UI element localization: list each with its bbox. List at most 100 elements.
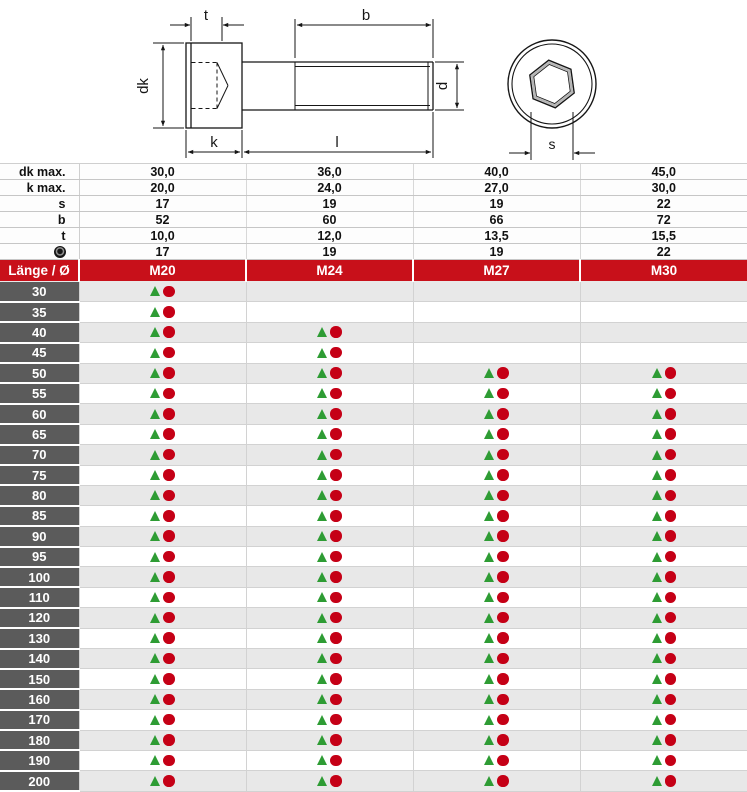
availability-indicators <box>484 734 509 746</box>
spec-value: 30,0 <box>78 163 246 180</box>
length-row-header: 200 <box>0 770 79 792</box>
availability-indicators <box>484 550 509 563</box>
triangle-indicator-icon <box>484 408 495 419</box>
circle-indicator-icon <box>163 326 175 338</box>
circle-indicator-icon <box>163 530 175 542</box>
length-row: 35 <box>0 301 747 324</box>
spec-value: 27,0 <box>412 179 580 196</box>
length-row: 95 <box>0 546 747 568</box>
circle-indicator-icon <box>163 571 175 583</box>
circle-indicator-icon <box>497 408 509 420</box>
circle-indicator-icon <box>664 652 676 665</box>
spec-value: 10,0 <box>78 227 246 244</box>
circle-indicator-icon <box>330 367 342 379</box>
availability-cell <box>245 526 413 548</box>
circle-indicator-icon <box>497 734 509 746</box>
spec-value: 24,0 <box>245 179 413 196</box>
circle-indicator-icon <box>664 713 676 726</box>
availability-cell <box>412 709 580 731</box>
availability-indicators <box>317 469 342 481</box>
availability-cell <box>579 607 747 629</box>
dim-label-t: t <box>204 7 209 24</box>
length-row-header: 190 <box>0 750 79 772</box>
availability-cell <box>579 709 747 731</box>
triangle-indicator-icon <box>651 510 662 521</box>
circle-indicator-icon <box>497 469 509 481</box>
triangle-indicator-icon <box>317 408 328 419</box>
triangle-indicator-icon <box>150 449 161 460</box>
availability-indicators <box>484 713 509 726</box>
availability-cell <box>579 628 747 650</box>
availability-cell <box>78 770 246 792</box>
circle-indicator-icon <box>163 754 175 767</box>
triangle-indicator-icon <box>651 388 662 399</box>
length-row-header: 65 <box>0 424 79 446</box>
availability-cell <box>78 546 246 568</box>
length-row-header: 120 <box>0 607 79 630</box>
triangle-indicator-icon <box>484 429 495 440</box>
availability-cell <box>245 485 413 507</box>
triangle-indicator-icon <box>651 633 662 644</box>
triangle-indicator-icon <box>150 755 161 766</box>
length-row: 90 <box>0 526 747 548</box>
dim-dk <box>153 42 184 129</box>
dim-label-d: d <box>434 82 451 90</box>
availability-indicators <box>484 673 509 685</box>
circle-indicator-icon <box>664 448 676 461</box>
circle-indicator-icon <box>664 775 676 787</box>
circle-indicator-icon <box>497 367 509 379</box>
availability-cell <box>579 403 747 425</box>
availability-indicators <box>484 571 509 583</box>
spec-value: 30,0 <box>579 179 747 196</box>
length-row: 190 <box>0 750 747 772</box>
circle-indicator-icon <box>664 591 676 604</box>
triangle-indicator-icon <box>317 673 328 684</box>
length-row-header: 150 <box>0 668 79 691</box>
triangle-indicator-icon <box>317 633 328 644</box>
availability-cell <box>78 566 246 588</box>
length-row: 50 <box>0 363 747 385</box>
length-row-header: 180 <box>0 730 79 752</box>
availability-indicators <box>651 713 676 726</box>
spec-value: 13,5 <box>412 227 580 244</box>
size-header-row: Länge / Ø M20 M24 M27 M30 <box>0 259 747 282</box>
availability-indicators <box>317 652 342 665</box>
length-row: 140 <box>0 648 747 670</box>
availability-indicators <box>150 693 175 706</box>
length-row: 160 <box>0 689 747 711</box>
length-row: 110 <box>0 587 747 609</box>
circle-indicator-icon <box>163 652 175 665</box>
availability-indicators <box>150 754 175 767</box>
availability-indicators <box>317 673 342 685</box>
size-column-header: M24 <box>245 259 413 282</box>
availability-cell <box>412 383 580 405</box>
availability-cell <box>412 730 580 751</box>
availability-cell <box>412 322 580 344</box>
availability-indicators <box>150 673 175 685</box>
spec-row-label: k max. <box>0 179 80 196</box>
triangle-indicator-icon <box>317 775 328 786</box>
spec-row: t 10,0 12,0 13,5 15,5 <box>0 227 747 244</box>
availability-indicators <box>317 346 342 359</box>
spec-row-label: t <box>0 227 80 244</box>
availability-indicators <box>150 285 175 298</box>
circle-indicator-icon <box>664 510 676 522</box>
availability-indicators <box>484 591 509 604</box>
triangle-indicator-icon <box>317 388 328 399</box>
dim-t <box>170 17 244 41</box>
length-row-header: 80 <box>0 485 79 507</box>
length-row: 100 <box>0 566 747 589</box>
length-row: 200 <box>0 770 747 792</box>
availability-indicators <box>317 632 342 644</box>
availability-cell <box>412 363 580 384</box>
circle-indicator-icon <box>664 632 676 644</box>
triangle-indicator-icon <box>484 653 495 664</box>
circle-indicator-icon <box>497 489 509 502</box>
availability-cell <box>245 444 413 466</box>
circle-indicator-icon <box>497 754 509 767</box>
triangle-indicator-icon <box>484 633 495 644</box>
triangle-indicator-icon <box>150 694 161 705</box>
triangle-indicator-icon <box>317 469 328 480</box>
availability-indicators <box>651 408 676 420</box>
triangle-indicator-icon <box>484 755 495 766</box>
